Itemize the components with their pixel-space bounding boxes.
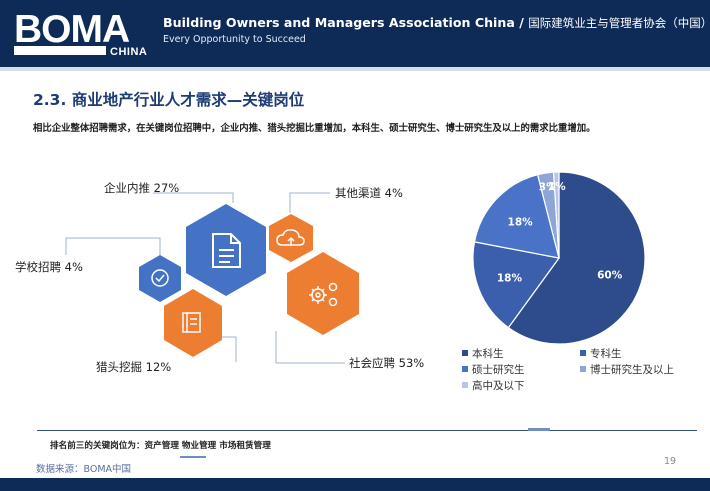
legend-item-bachelor: 本科生 [462,346,504,361]
channel-label-social: 社会应聘 53% [349,356,424,370]
legend-item-high-school: 高中及以下 [462,378,525,393]
boma-logo: BOMA CHINA [14,8,147,58]
source-accent [180,456,206,458]
book-icon [182,312,201,333]
cloud-upload-icon [276,229,305,246]
key-positions-note: 排名前三的关键岗位为：资产管理 物业管理 市场租赁管理 [50,441,271,451]
channel-hex-campus [139,255,181,302]
legend-item-master: 硕士研究生 [462,362,525,377]
pie-label-high-school: 1% [548,181,566,193]
page-number: 19 [664,456,677,467]
footer-bar [0,478,710,491]
pie-label-associate: 18% [497,273,523,285]
legend-swatch [462,382,468,388]
bottom-accent [528,428,550,431]
channel-hex-headhunting [164,289,222,357]
pie-slice-high-school [552,171,560,259]
header-title-en: Building Owners and Managers Association… [163,15,524,30]
legend-swatch [462,366,468,372]
channel-hex-social [287,252,359,335]
header-title: Building Owners and Managers Association… [163,15,710,31]
channel-label-headhunting: 猎头挖掘 12% [96,360,171,374]
legend-swatch [580,366,586,372]
channel-label-internal-referral: 企业内推 27% [104,181,179,195]
legend-swatch [580,350,586,356]
pie-label-master: 18% [508,216,534,228]
pie-label-bachelor: 60% [597,269,623,281]
slide-title: 2.3. 商业地产行业人才需求—关键岗位 [33,91,305,109]
gears-icon [309,282,338,307]
legend-item-associate: 专科生 [580,346,622,361]
channel-hex-other [269,214,313,262]
slide-subtitle: 相比企业整体招聘需求，在关键岗位招聘中，企业内推、猎头挖掘比重增加，本科生、硕士… [33,123,596,134]
legend-label: 博士研究生及以上 [590,364,674,376]
svg-text:BOMA: BOMA [14,8,130,51]
pie-slice-associate [472,241,561,329]
channel-diagram: 企业内推 27% 其他渠道 4% 学校招聘 4% 社会应聘 53% 猎头挖掘 1… [15,181,424,374]
header-divider [0,67,710,71]
svg-text:CHINA: CHINA [110,46,147,58]
document-icon [212,233,241,268]
bottom-divider [37,430,697,431]
header-banner: BOMA CHINA Building Owners and Managers … [0,0,710,67]
legend-label: 本科生 [472,348,504,360]
data-source: 数据来源：BOMA中国 [36,464,132,475]
legend-label: 专科生 [590,348,622,360]
legend-item-doctorate: 博士研究生及以上 [580,362,674,377]
legend-swatch [462,350,468,356]
header-tagline: Every Opportunity to Succeed [163,34,306,45]
header-title-cn: 国际建筑业主与管理者协会（中国） [528,16,710,30]
check-circle-icon [151,269,169,287]
pie-slice-bachelor [507,171,646,345]
pie-slice-master [473,173,560,259]
legend-label: 高中及以下 [472,380,525,392]
pie-label-doctorate: 3% [539,182,557,194]
legend-label: 硕士研究生 [472,364,525,376]
channel-hex-internal-referral [186,204,266,296]
channel-label-campus: 学校招聘 4% [15,260,83,274]
channel-label-other: 其他渠道 4% [335,186,403,200]
education-pie-chart: 60% 18% 18% 3%1% [472,171,646,345]
